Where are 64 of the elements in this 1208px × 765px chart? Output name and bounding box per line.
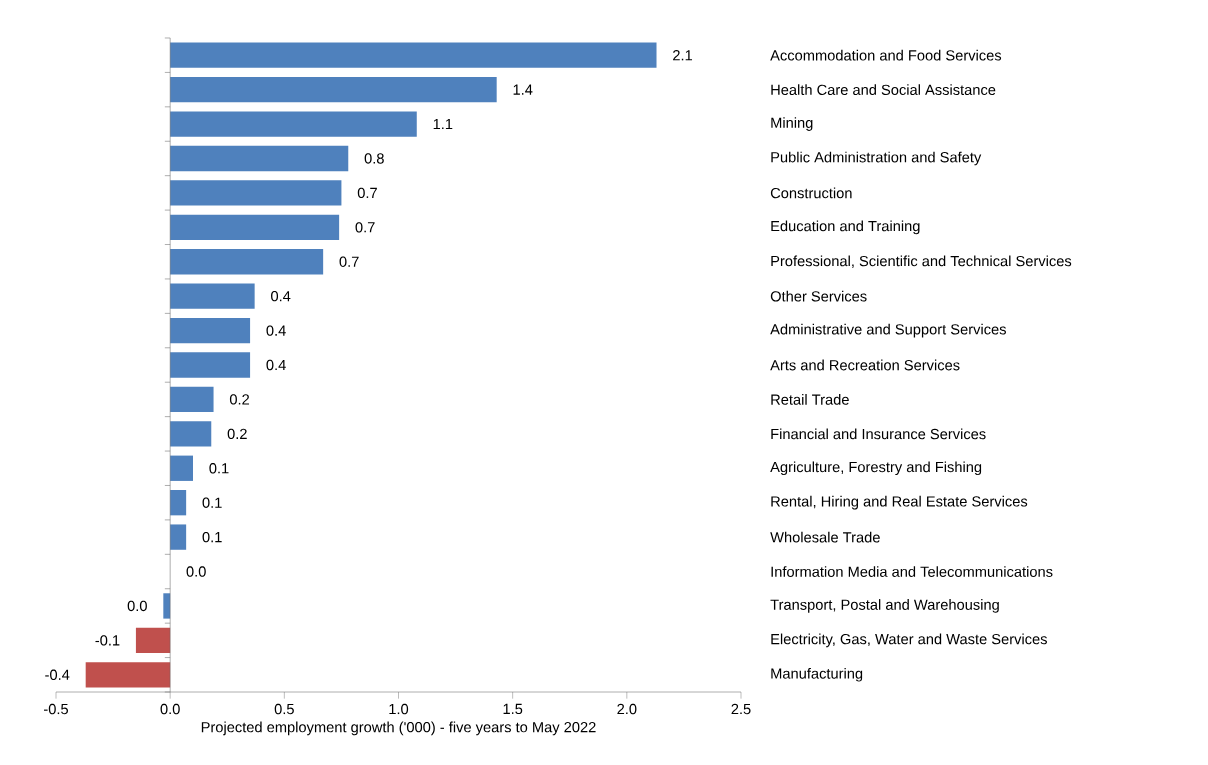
y-tick-label: Financial and Insurance Services [771,428,986,440]
y-tick-label: Other Services [770,290,867,302]
bar [170,490,187,516]
y-tick-label: Accommodation and Food Services [770,49,1002,61]
x-tick-label: 2.5 [731,703,751,715]
x-tick-label: 0.5 [274,703,294,715]
bar [170,42,657,68]
bar [170,421,212,447]
data-label: 0.7 [357,187,377,199]
bar [170,145,349,172]
data-label: 1.4 [513,84,533,95]
data-label: 0.4 [271,290,291,302]
bar [170,386,214,413]
bar [163,593,171,619]
bar [170,249,324,275]
y-tick-label: Health Care and Social Assistance [771,84,996,96]
y-tick-label: Education and Training [771,220,920,235]
y-tick-label: Agriculture, Forestry and Fishing [770,461,982,476]
data-label: -0.1 [95,635,120,646]
bar [135,627,171,654]
y-tick-label: Wholesale Trade [770,531,880,543]
data-label: -0.4 [45,669,70,680]
data-label: 0.7 [355,222,375,233]
y-tick-label: Arts and Recreation Services [770,359,960,371]
x-tick-label: 1.5 [503,703,523,715]
bar [170,524,187,550]
x-axis-title: Projected employment growth ('000) - five years to May 2022 [201,721,596,736]
y-tick-label: Mining [771,117,813,131]
y-tick-label: Retail Trade [771,394,849,405]
data-label: 0.4 [266,325,286,336]
bar [170,455,193,481]
data-label: 0.2 [229,394,250,405]
x-tick-label: 1.0 [389,703,409,715]
y-tick-label: Construction [770,187,852,199]
bar [170,283,255,309]
y-tick-label: Professional, Scientific and Technical Services [771,255,1072,268]
y-tick-label: Manufacturing [771,667,863,682]
data-label: 0.1 [202,497,222,508]
data-label: 0.8 [364,153,384,164]
y-tick-label: Information Media and Telecommunications [771,566,1053,577]
data-label: 0.1 [202,531,222,543]
data-label: 0.1 [209,463,229,474]
x-tick-label: 0.0 [160,703,180,715]
bar [170,111,417,137]
data-label: 0.0 [127,600,147,612]
y-tick-label: Electricity, Gas, Water and Waste Services [771,633,1047,648]
x-tick-label: -0.5 [44,703,69,715]
x-tick-label: 2.0 [617,703,637,715]
y-tick-label: Administrative and Support Services [770,323,1006,338]
data-label: 0.4 [266,359,286,371]
y-tick-label: Rental, Hiring and Real Estate Services [771,495,1028,510]
data-label: 0.0 [186,566,206,577]
bar [170,76,497,103]
bar [170,317,251,344]
data-label: 0.7 [339,256,359,267]
y-tick-label: Public Administration and Safety [771,151,982,166]
data-label: 0.2 [227,428,247,440]
y-tick-label: Transport, Postal and Warehousing [770,599,999,613]
data-label: 1.1 [433,119,453,130]
bar [85,662,171,688]
bar [170,180,342,206]
data-label: 2.1 [673,50,693,61]
bar [170,352,251,378]
bar [170,214,340,240]
